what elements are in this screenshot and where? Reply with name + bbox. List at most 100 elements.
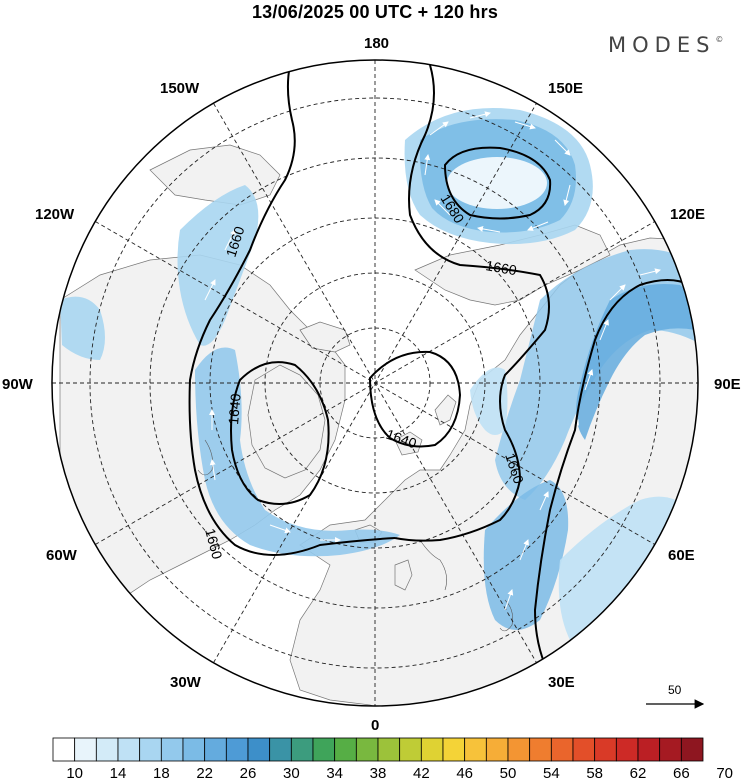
colorbar-swatch (529, 737, 552, 762)
wind-arrow (224, 229, 236, 251)
wind-arrow (584, 369, 594, 391)
wind-arrow (477, 225, 501, 233)
colorbar-swatch (550, 737, 574, 762)
height-contours (188, 64, 691, 666)
land-novaya-zemlya (434, 394, 457, 426)
colorbar-swatch (117, 737, 141, 762)
wind-arrow (429, 121, 449, 136)
colorbar-swatch (182, 737, 206, 762)
colorbar (52, 737, 704, 762)
contour-label-1660-asia: 1660 (484, 257, 518, 278)
coastlines (197, 439, 513, 632)
lon-label-120e: 120E (670, 206, 706, 223)
brand-logo: MODES© (608, 33, 723, 57)
colorbar-swatch (334, 737, 357, 762)
contour-1660-east (533, 279, 691, 666)
colorbar-tick-label: 26 (239, 765, 257, 782)
graticule (52, 60, 698, 706)
pacific-low-center (447, 157, 547, 209)
wind-arrow (434, 199, 451, 216)
colorbar-swatch (160, 737, 184, 762)
coast-baltic (419, 539, 447, 591)
wind-arrow (424, 154, 431, 176)
jet-north-atlantic (195, 347, 400, 557)
brand-mark: © (715, 35, 724, 44)
colorbar-swatch (355, 737, 379, 762)
latitude-40 (89, 97, 661, 669)
lon-label-30w: 30W (170, 674, 201, 691)
contour-1680 (443, 146, 552, 220)
lon-label-180: 180 (364, 35, 390, 52)
wind-vectors (204, 111, 661, 611)
colorbar-tick-label: 22 (196, 765, 213, 782)
colorbar-swatch (377, 737, 401, 762)
contour-label-1640-atlantic: 1640 (225, 393, 244, 426)
colorbar-swatch (464, 737, 487, 762)
lon-label-90w: 90W (2, 376, 33, 393)
contour-1660-north-america (188, 64, 396, 556)
wind-arrow (539, 491, 549, 511)
lon-label-150w: 150W (160, 80, 200, 97)
colorbar-swatch (204, 737, 227, 762)
map-content (52, 60, 698, 706)
brand-name: MODES (608, 33, 716, 57)
colorbar-tick-label: 66 (672, 765, 690, 782)
wind-reference-label: 50 (668, 683, 682, 697)
colorbar-swatch (507, 737, 531, 762)
colorbar-tick-label: 58 (586, 765, 603, 782)
colorbar-swatch (312, 737, 336, 762)
contour-labels: 1640 1640 1660 1660 1660 1660 1680 (202, 191, 527, 561)
colorbar-tick-label: 62 (629, 765, 647, 782)
land-greenland (247, 364, 326, 479)
wind-arrow (469, 111, 491, 119)
colorbar-tick-label: 14 (109, 765, 127, 782)
wind-arrow (209, 459, 216, 481)
jet-east-pacific (60, 296, 105, 360)
coast-hudson-bay (197, 439, 213, 476)
map-border (51, 59, 699, 707)
colorbar-swatch (225, 737, 249, 762)
colorbar-swatch (594, 737, 617, 762)
colorbar-tick-label: 30 (282, 765, 300, 782)
contour-1640-arctic (368, 350, 462, 448)
contour-1640-atlantic (230, 361, 330, 505)
wind-arrow (519, 539, 529, 561)
lon-label-60e: 60E (668, 547, 695, 564)
colorbar-swatch (420, 737, 444, 762)
colorbar-swatch (442, 737, 466, 762)
meridian-150e-30w (213, 103, 537, 663)
colorbar-swatch (485, 737, 509, 762)
colorbar-tick-label: 34 (326, 765, 343, 782)
jet-mediterranean (558, 496, 690, 640)
colorbar-swatch (290, 737, 314, 762)
colorbar-swatch (659, 737, 682, 762)
land-britain (394, 559, 413, 591)
wind-arrow (204, 279, 216, 301)
lon-label-60w: 60W (46, 547, 77, 564)
lon-label-30e: 30E (548, 674, 575, 691)
wind-arrow (599, 319, 609, 341)
contour-label-1660-atlantic: 1660 (202, 527, 226, 561)
colorbar-tick-label: 54 (542, 765, 560, 782)
colorbar-swatch (139, 737, 162, 762)
colorbar-tick-label: 42 (412, 765, 430, 782)
wind-arrow (554, 139, 571, 156)
coast-caspian (499, 599, 513, 632)
wind-arrow (269, 524, 291, 534)
wind-arrow (514, 121, 536, 130)
wind-arrow (639, 268, 661, 276)
colorbar-swatch (269, 737, 292, 762)
colorbar-tick-label: 70 (716, 765, 733, 782)
colorbar-tick-label: 50 (499, 765, 517, 782)
land-arctic-islands (299, 321, 351, 353)
contour-1660-asia (394, 64, 550, 542)
colorbar-swatch (615, 737, 639, 762)
colorbar-swatch (399, 737, 422, 762)
colorbar-swatch (74, 737, 97, 762)
wind-arrow (504, 589, 514, 611)
jet-europe (483, 480, 569, 630)
lon-label-0: 0 (371, 717, 380, 734)
colorbar-tick-label: 10 (66, 765, 83, 782)
lon-label-120w: 120W (35, 206, 75, 223)
